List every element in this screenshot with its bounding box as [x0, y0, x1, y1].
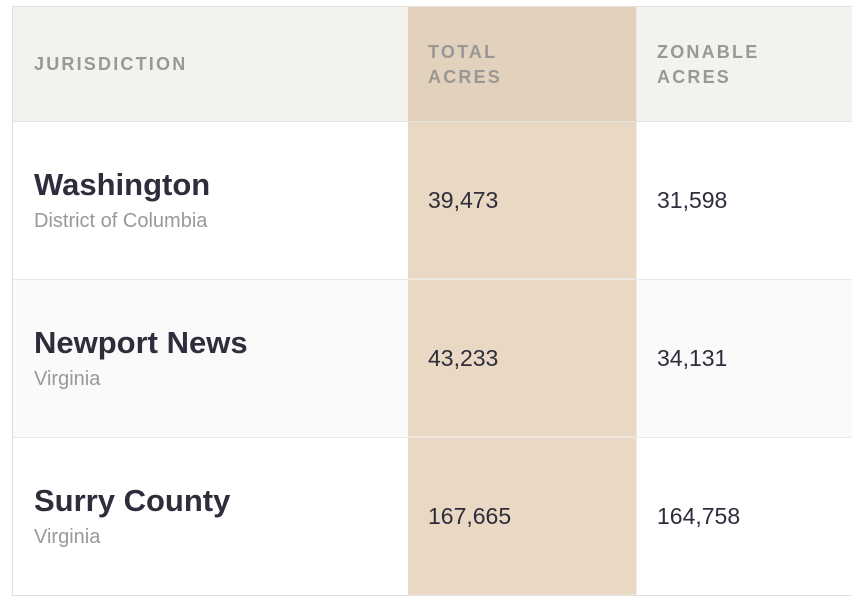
header-zonable-acres-label: ZONABLE ACRES [657, 40, 837, 90]
header-cell-jurisdiction[interactable]: JURISDICTION [13, 7, 408, 121]
total-acres-value: 167,665 [428, 503, 512, 529]
zonable-acres-cell: 31,598 [636, 122, 852, 279]
jurisdiction-region: Virginia [34, 368, 101, 390]
total-acres-value: 39,473 [428, 187, 499, 213]
acreage-table: JURISDICTION TOTAL ACRES ZONABLE ACRES W… [12, 6, 852, 596]
header-total-acres-label: TOTAL ACRES [428, 40, 608, 90]
jurisdiction-name: Washington [34, 167, 211, 202]
jurisdiction-cell: Washington District of Columbia [13, 122, 408, 279]
header-cell-total-acres[interactable]: TOTAL ACRES [408, 7, 636, 121]
table-row: Surry County Virginia 167,665 164,758 [13, 438, 852, 595]
table-row: Washington District of Columbia 39,473 3… [13, 122, 852, 280]
jurisdiction-region: District of Columbia [34, 210, 208, 232]
header-total-acres-line1: TOTAL [428, 42, 498, 62]
header-cell-zonable-acres[interactable]: ZONABLE ACRES [636, 7, 852, 121]
zonable-acres-cell: 164,758 [636, 438, 852, 595]
zonable-acres-cell: 34,131 [636, 280, 852, 437]
header-jurisdiction-label: JURISDICTION [34, 54, 188, 74]
header-zonable-acres-line2: ACRES [657, 67, 732, 87]
jurisdiction-name: Surry County [34, 483, 231, 518]
jurisdiction-cell: Surry County Virginia [13, 438, 408, 595]
jurisdiction-name: Newport News [34, 325, 248, 360]
header-zonable-acres-line1: ZONABLE [657, 42, 760, 62]
header-total-acres-line2: ACRES [428, 67, 503, 87]
total-acres-value: 43,233 [428, 345, 499, 371]
jurisdiction-region: Virginia [34, 526, 101, 548]
total-acres-cell: 167,665 [408, 438, 636, 595]
zonable-acres-value: 31,598 [657, 187, 728, 213]
zonable-acres-value: 164,758 [657, 503, 741, 529]
total-acres-cell: 43,233 [408, 280, 636, 437]
zonable-acres-value: 34,131 [657, 345, 728, 371]
total-acres-cell: 39,473 [408, 122, 636, 279]
jurisdiction-cell: Newport News Virginia [13, 280, 408, 437]
table-row: Newport News Virginia 43,233 34,131 [13, 280, 852, 438]
table-header-row: JURISDICTION TOTAL ACRES ZONABLE ACRES [13, 7, 852, 122]
